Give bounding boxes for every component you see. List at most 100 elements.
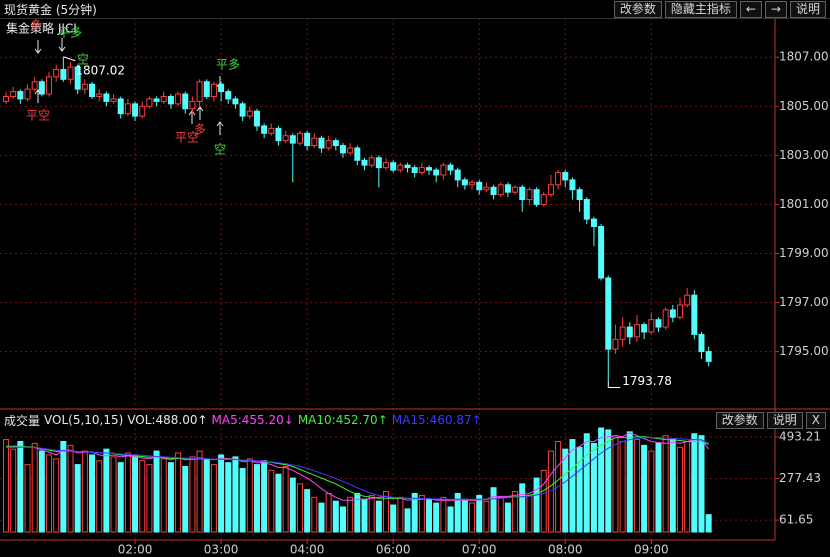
candle-body (60, 69, 67, 80)
candle-body (347, 147, 354, 154)
arrow (216, 121, 224, 135)
volume-bar (368, 494, 375, 533)
volume-bar (196, 450, 203, 533)
legend-entry: MA5:455.20↓ (211, 413, 294, 427)
volume-bar (504, 502, 511, 533)
volume-bar (684, 440, 691, 533)
candle-body (547, 184, 554, 196)
volume-bar (354, 492, 361, 533)
candle-body (24, 88, 31, 100)
candle-body (146, 98, 153, 107)
volume-bar (590, 442, 597, 533)
y-tick-label: 1803.00 (779, 148, 829, 162)
volume-bar (397, 496, 404, 533)
volume-bar (81, 450, 88, 533)
candle-body (669, 309, 676, 318)
button[interactable]: 说明 (789, 0, 826, 18)
button[interactable]: 隐藏主指标 (664, 0, 737, 18)
candle-body (375, 157, 382, 169)
volume-bar (540, 469, 547, 533)
y-tick-label: 277.43 (779, 471, 821, 485)
volume-bar (332, 500, 339, 533)
volume-bar (74, 464, 81, 533)
volume-title: 成交量 (4, 413, 41, 428)
volume-bar (189, 456, 196, 533)
candle-body (662, 309, 669, 328)
volume-bar (103, 448, 110, 533)
candle-body (189, 100, 196, 110)
candle-body (490, 186, 497, 196)
candle-body (96, 93, 103, 97)
volume-bar (31, 442, 38, 533)
volume-bar (698, 435, 705, 533)
candle-body (426, 167, 433, 171)
volume-bar (476, 494, 483, 533)
candle-body (454, 169, 461, 181)
x-tick-label: 07:00 (462, 543, 497, 557)
button[interactable]: ← (739, 0, 762, 18)
button[interactable]: 改参数 (613, 0, 662, 18)
candle-body (676, 304, 683, 318)
volume-bar (433, 502, 440, 533)
x-tick-label: 06:00 (376, 543, 411, 557)
volume-bar (447, 506, 454, 533)
volume-bar (469, 502, 476, 533)
x-tick-label: 09:00 (634, 543, 669, 557)
instrument-title: 现货黄金 (5分钟) (4, 2, 97, 17)
candle-body (10, 91, 17, 97)
candle-body (289, 135, 296, 144)
candle-body (519, 186, 526, 201)
candle-body (160, 95, 167, 102)
candle-body (569, 179, 576, 191)
volume-bar (619, 440, 626, 533)
candle-body (296, 132, 303, 144)
candle-body (203, 81, 210, 97)
volume-bar (46, 454, 53, 533)
candle-body (89, 83, 96, 97)
candle-body (404, 164, 411, 169)
volume-bar (160, 458, 167, 533)
candle-body (17, 91, 24, 100)
volume-bar (146, 464, 153, 533)
volume-bar (662, 435, 669, 533)
x-tick-label: 04:00 (290, 543, 325, 557)
annotations (34, 38, 224, 135)
candle-body (67, 66, 74, 80)
volume-bar (139, 460, 146, 533)
volume-bar (626, 431, 633, 533)
candle-body (246, 110, 253, 117)
candle-body (469, 181, 476, 186)
volume-bar (519, 483, 526, 533)
candle-body (268, 127, 275, 134)
signal-label: 平空 (175, 131, 199, 145)
candle-body (3, 95, 9, 102)
volume-bar (361, 498, 368, 533)
volume-bar (289, 477, 296, 533)
volume-bar (53, 458, 60, 533)
button[interactable]: → (764, 0, 787, 18)
volume-bar (96, 460, 103, 533)
candle-body (483, 186, 490, 191)
volume-bar (210, 464, 217, 533)
button[interactable]: X (805, 411, 826, 429)
candle-body (253, 110, 260, 127)
button[interactable]: 改参数 (715, 411, 764, 429)
volume-bar (282, 466, 289, 533)
top-bar: 现货黄金 (5分钟) 改参数 隐藏主指标 ← → 说明 (0, 0, 830, 19)
arrow (58, 38, 66, 52)
candle-body (325, 140, 332, 149)
volume-bar (676, 446, 683, 533)
signal-label: 空 (214, 143, 226, 157)
candle-body (619, 326, 626, 340)
volume-bar (562, 448, 569, 533)
candle-body (390, 162, 397, 171)
volume-bar (461, 498, 468, 533)
candle-body (332, 140, 339, 147)
candle-body (526, 189, 533, 201)
candle-body (705, 351, 712, 362)
candle-body (103, 93, 110, 102)
button[interactable]: 说明 (766, 411, 803, 429)
high-label: 1807.02 (75, 63, 125, 77)
signal-label: 平多 (58, 26, 82, 40)
candle-body (139, 105, 146, 117)
